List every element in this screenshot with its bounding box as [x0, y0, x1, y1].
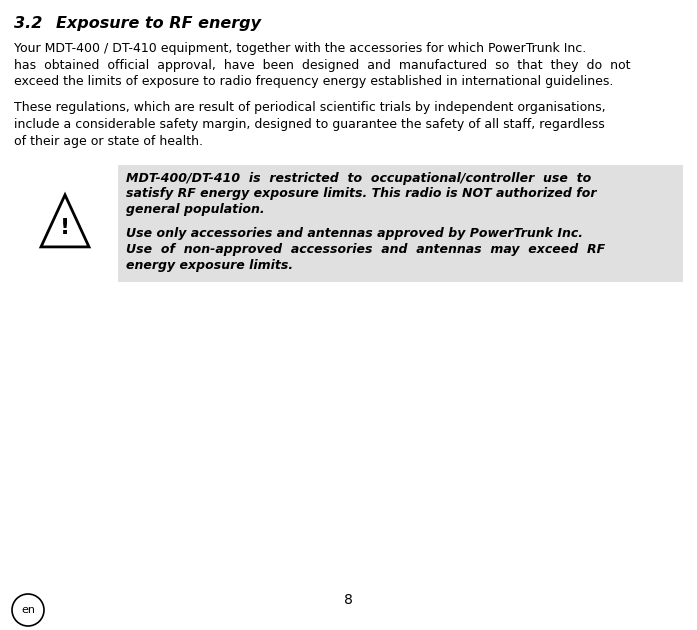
- Text: 8: 8: [344, 593, 353, 607]
- FancyBboxPatch shape: [118, 165, 683, 282]
- Text: has  obtained  official  approval,  have  been  designed  and  manufactured  so : has obtained official approval, have bee…: [14, 59, 631, 71]
- Text: Use  of  non-approved  accessories  and  antennas  may  exceed  RF: Use of non-approved accessories and ante…: [126, 243, 605, 256]
- Text: energy exposure limits.: energy exposure limits.: [126, 258, 293, 272]
- Text: Exposure to RF energy: Exposure to RF energy: [56, 16, 261, 31]
- Text: These regulations, which are result of periodical scientific trials by independe: These regulations, which are result of p…: [14, 101, 606, 115]
- Text: include a considerable safety margin, designed to guarantee the safety of all st: include a considerable safety margin, de…: [14, 118, 605, 131]
- Text: en: en: [21, 605, 35, 615]
- Text: satisfy RF energy exposure limits. This radio is NOT authorized for: satisfy RF energy exposure limits. This …: [126, 188, 597, 200]
- Text: Use only accessories and antennas approved by PowerTrunk Inc.: Use only accessories and antennas approv…: [126, 227, 583, 241]
- Text: general population.: general population.: [126, 203, 265, 216]
- Text: of their age or state of health.: of their age or state of health.: [14, 134, 203, 147]
- Text: Your MDT-400 / DT-410 equipment, together with the accessories for which PowerTr: Your MDT-400 / DT-410 equipment, togethe…: [14, 42, 586, 55]
- Text: exceed the limits of exposure to radio frequency energy established in internati: exceed the limits of exposure to radio f…: [14, 75, 613, 88]
- Text: MDT-400/DT-410  is  restricted  to  occupational/controller  use  to: MDT-400/DT-410 is restricted to occupati…: [126, 172, 591, 185]
- Text: !: !: [60, 217, 70, 238]
- Text: 3.2: 3.2: [14, 16, 43, 31]
